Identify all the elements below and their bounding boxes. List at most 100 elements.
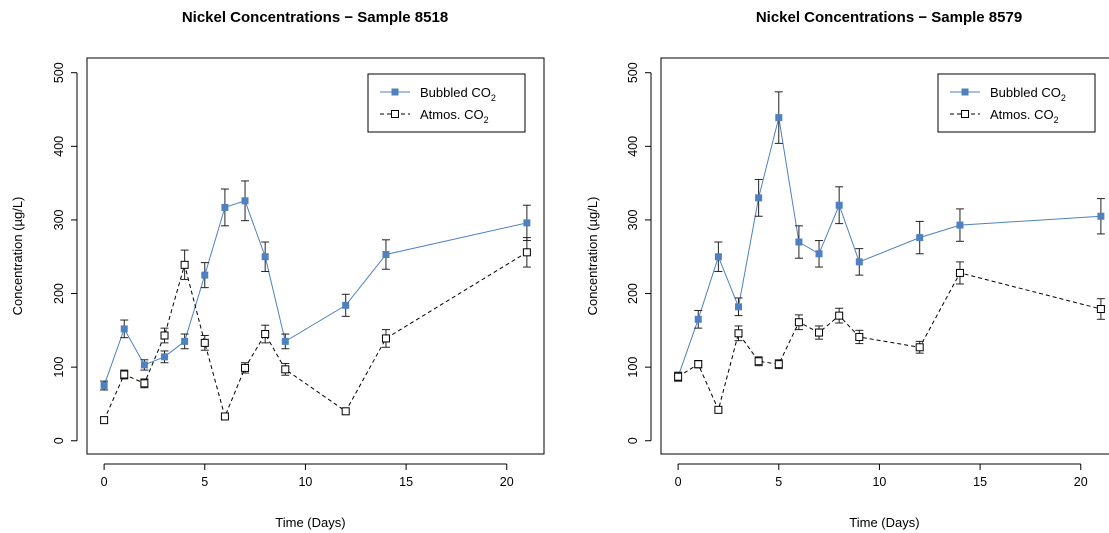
data-point xyxy=(140,361,148,369)
data-point xyxy=(694,315,702,323)
legend-box xyxy=(367,73,526,133)
x-tick-label: 15 xyxy=(399,475,413,489)
x-tick-label: 20 xyxy=(1074,475,1088,489)
series-line xyxy=(677,272,1102,412)
data-point xyxy=(120,370,129,379)
data-point xyxy=(714,405,723,414)
data-point xyxy=(1097,212,1105,220)
data-point xyxy=(181,337,189,345)
data-point xyxy=(140,379,149,388)
data-point xyxy=(120,325,128,333)
y-tick-label: 0 xyxy=(626,437,640,444)
data-point xyxy=(180,260,189,269)
data-point xyxy=(915,343,924,352)
data-point xyxy=(100,382,108,390)
data-point xyxy=(855,258,863,266)
chart-title: Nickel Concentrations − Sample 8518 xyxy=(182,9,448,26)
data-point xyxy=(241,197,249,205)
data-point xyxy=(955,268,964,277)
data-point xyxy=(835,311,844,320)
series-atmos-co2 xyxy=(100,237,531,425)
data-point xyxy=(281,337,289,345)
series-line xyxy=(677,117,1101,377)
data-point xyxy=(261,253,269,261)
data-point xyxy=(714,253,722,261)
y-axis-label: Concentration (µg/L) xyxy=(585,197,600,316)
data-point xyxy=(160,331,169,340)
x-tick-label: 10 xyxy=(872,475,886,489)
data-point xyxy=(795,238,803,246)
data-point xyxy=(956,221,964,229)
data-point xyxy=(754,357,763,366)
x-axis-label: Time (Days) xyxy=(849,515,919,530)
data-point xyxy=(815,328,824,337)
plot-frame xyxy=(86,57,545,455)
data-point xyxy=(755,194,763,202)
data-point xyxy=(100,416,109,425)
data-point xyxy=(161,353,169,361)
legend: Bubbled CO2 Atmos. CO2 xyxy=(367,73,526,133)
data-point xyxy=(341,407,350,416)
x-tick-label: 10 xyxy=(298,475,312,489)
y-tick-label: 200 xyxy=(626,283,640,304)
data-point xyxy=(775,114,783,122)
series-bubbled-co2 xyxy=(100,180,531,391)
y-tick-label: 500 xyxy=(52,62,66,83)
chart-panel-1: Nickel Concentrations − Sample 8518 0 5 10 1… xyxy=(10,9,545,530)
data-point xyxy=(694,360,703,369)
legend-entry-label: Bubbled CO2 xyxy=(420,85,496,103)
data-point xyxy=(342,301,350,309)
legend: Bubbled CO2 Atmos. CO2 xyxy=(937,73,1096,133)
y-tick-label: 100 xyxy=(52,357,66,378)
data-point xyxy=(734,329,743,338)
data-point xyxy=(735,303,743,311)
plot-frame xyxy=(660,57,1109,455)
x-tick-label: 0 xyxy=(675,475,682,489)
x-tick-label: 0 xyxy=(101,475,108,489)
data-point xyxy=(201,271,209,279)
x-tick-label: 5 xyxy=(201,475,208,489)
legend-marker xyxy=(391,88,399,96)
series-bubbled-co2 xyxy=(674,91,1105,382)
data-point xyxy=(794,318,803,327)
chart-title: Nickel Concentrations − Sample 8579 xyxy=(756,9,1022,26)
legend-marker xyxy=(391,110,399,118)
y-tick-label: 0 xyxy=(52,437,66,444)
y-axis-label: Concentration (µg/L) xyxy=(10,197,25,316)
data-point xyxy=(381,334,390,343)
data-point xyxy=(241,363,250,372)
legend-entry-label: Atmos. CO2 xyxy=(990,107,1059,125)
x-tick-label: 15 xyxy=(973,475,987,489)
data-point xyxy=(855,332,864,341)
y-tick-label: 100 xyxy=(626,357,640,378)
y-tick-label: 400 xyxy=(626,136,640,157)
chart-panel-2: Nickel Concentrations − Sample 8579 0 5 10 1… xyxy=(585,9,1109,530)
data-point xyxy=(815,250,823,258)
data-point xyxy=(916,234,924,242)
y-tick-label: 200 xyxy=(52,283,66,304)
x-tick-label: 20 xyxy=(500,475,514,489)
x-tick-label: 5 xyxy=(775,475,782,489)
data-point xyxy=(382,251,390,259)
data-point xyxy=(1096,304,1105,313)
y-tick-label: 300 xyxy=(52,209,66,230)
legend-marker xyxy=(961,88,969,96)
y-tick-label: 400 xyxy=(52,136,66,157)
legend-entry-label: Bubbled CO2 xyxy=(990,85,1066,103)
data-point xyxy=(522,248,531,257)
data-point xyxy=(220,412,229,421)
legend-box xyxy=(937,73,1096,133)
data-point xyxy=(835,201,843,209)
y-tick-label: 500 xyxy=(626,62,640,83)
series-atmos-co2 xyxy=(674,261,1105,414)
data-point xyxy=(221,203,229,211)
legend-marker xyxy=(961,110,969,118)
data-point xyxy=(200,338,209,347)
data-point xyxy=(674,372,683,381)
x-axis-label: Time (Days) xyxy=(275,515,345,530)
data-point xyxy=(774,360,783,369)
data-point xyxy=(523,219,531,227)
legend-entry-label: Atmos. CO2 xyxy=(420,107,489,125)
